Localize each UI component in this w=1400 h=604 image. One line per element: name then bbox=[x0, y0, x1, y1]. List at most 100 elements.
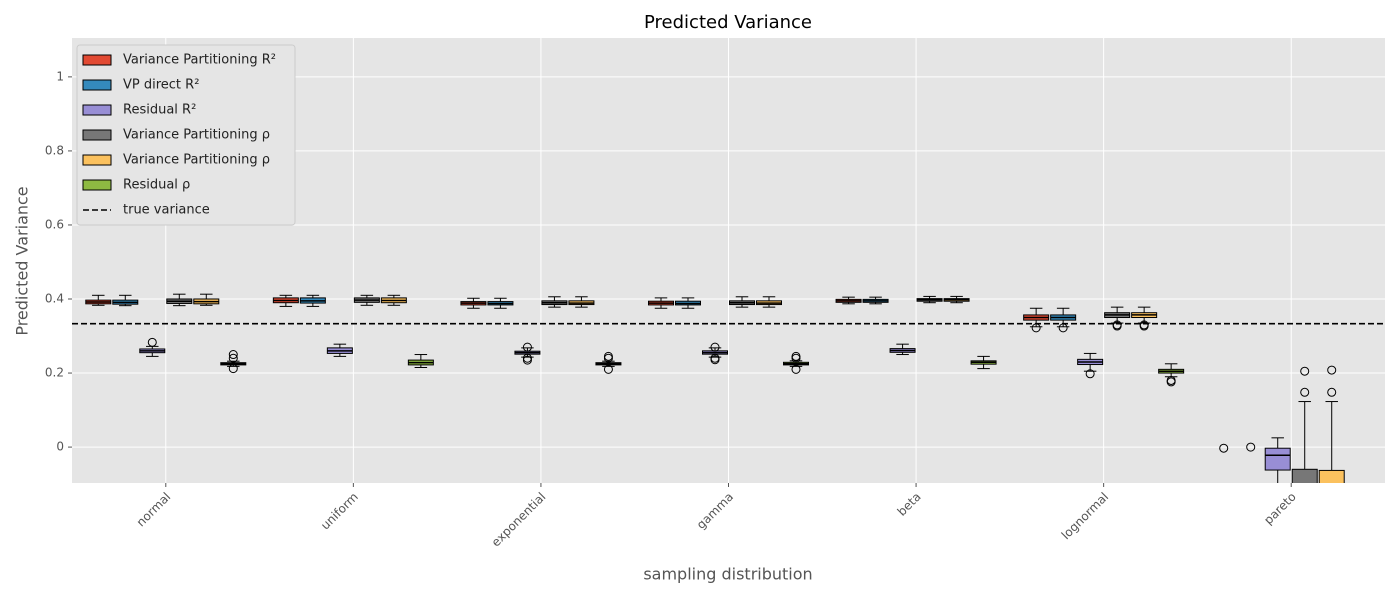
box-group bbox=[272, 294, 299, 307]
x-tick-label: beta bbox=[895, 490, 924, 519]
legend-label: true variance bbox=[123, 203, 210, 218]
box-group bbox=[783, 351, 809, 374]
flier bbox=[1327, 365, 1337, 375]
x-tick-label: lognormal bbox=[1059, 490, 1112, 543]
y-tick-label: 0 bbox=[56, 440, 64, 454]
flier bbox=[603, 364, 613, 374]
y-tick-label: 1 bbox=[56, 69, 64, 83]
legend-swatch bbox=[82, 179, 112, 191]
legend-swatch bbox=[82, 54, 112, 66]
box bbox=[1264, 447, 1291, 471]
box bbox=[1238, 521, 1263, 558]
flier bbox=[1085, 369, 1095, 379]
box-group bbox=[702, 342, 728, 365]
flier bbox=[1300, 366, 1310, 376]
box-group bbox=[193, 293, 220, 306]
flier bbox=[710, 342, 720, 352]
legend: Variance Partitioning R² VP direct R² Resi… bbox=[76, 44, 296, 226]
flier bbox=[522, 342, 532, 352]
legend-label: Variance Partitioning ρ bbox=[123, 153, 270, 168]
flier bbox=[1139, 320, 1149, 330]
box-group bbox=[139, 337, 166, 357]
legend-swatch bbox=[82, 129, 112, 141]
box-group bbox=[407, 354, 434, 368]
box-group bbox=[862, 296, 889, 305]
legend-box bbox=[76, 44, 296, 226]
box bbox=[1346, 577, 1371, 600]
flier bbox=[791, 351, 801, 361]
x-tick-label: normal bbox=[134, 490, 174, 530]
flier bbox=[228, 364, 238, 374]
box-group bbox=[166, 293, 193, 307]
y-tick-label: 0.2 bbox=[45, 366, 64, 380]
flier bbox=[228, 353, 238, 363]
x-tick-label: pareto bbox=[1261, 490, 1299, 528]
y-tick-label: 0.6 bbox=[45, 217, 64, 231]
box-group bbox=[85, 294, 112, 306]
flier bbox=[1246, 442, 1256, 452]
flier bbox=[1166, 375, 1176, 385]
box-group bbox=[835, 296, 862, 305]
box-group bbox=[1238, 442, 1263, 558]
flier bbox=[603, 351, 613, 361]
box-group bbox=[595, 351, 622, 374]
box-group bbox=[568, 296, 595, 308]
box-group bbox=[1023, 307, 1050, 333]
box-group bbox=[220, 350, 247, 374]
box-group bbox=[353, 294, 380, 306]
box-group bbox=[943, 295, 970, 304]
box-group bbox=[756, 296, 782, 308]
flier bbox=[1112, 320, 1122, 330]
flier bbox=[791, 364, 801, 374]
box-group bbox=[675, 297, 701, 309]
box bbox=[1211, 521, 1236, 558]
y-tick-label: 0.4 bbox=[45, 292, 64, 306]
legend-swatch bbox=[82, 79, 112, 91]
box bbox=[1291, 468, 1318, 483]
x-tick-label: exponential bbox=[489, 490, 549, 550]
legend-swatch bbox=[82, 154, 112, 166]
box-group bbox=[514, 342, 541, 365]
box bbox=[1318, 469, 1345, 483]
flier bbox=[228, 350, 238, 360]
flier bbox=[522, 353, 532, 363]
legend-label: Residual ρ bbox=[123, 178, 190, 193]
flier bbox=[147, 337, 157, 347]
box-group bbox=[380, 294, 407, 306]
legend-label: Variance Partitioning ρ bbox=[123, 128, 270, 143]
box-group bbox=[729, 296, 755, 308]
box-group bbox=[1346, 558, 1371, 600]
box-group bbox=[1291, 366, 1318, 483]
flier bbox=[1300, 387, 1310, 397]
plot bbox=[72, 293, 1385, 600]
x-axis-label: sampling distribution bbox=[643, 565, 812, 584]
box-group bbox=[1158, 363, 1185, 387]
box-group bbox=[326, 343, 353, 357]
flier bbox=[1219, 443, 1229, 453]
flier bbox=[710, 353, 720, 363]
y-axis-label: Predicted Variance bbox=[13, 186, 32, 335]
flier bbox=[1327, 387, 1337, 397]
box-group bbox=[460, 297, 487, 309]
legend-label: Variance Partitioning R² bbox=[123, 53, 276, 68]
x-tick-label: uniform bbox=[318, 490, 361, 533]
box-group bbox=[648, 297, 674, 309]
box-group bbox=[1318, 365, 1345, 483]
box-group bbox=[970, 355, 997, 370]
x-tick-label: gamma bbox=[694, 490, 736, 532]
box-group bbox=[1050, 307, 1077, 333]
box-group bbox=[1211, 443, 1236, 558]
legend-label: VP direct R² bbox=[123, 78, 199, 93]
box-group bbox=[487, 297, 514, 309]
box-group bbox=[541, 296, 568, 308]
box-group bbox=[916, 295, 943, 304]
y-tick-label: 0.8 bbox=[45, 143, 64, 157]
chart-title: Predicted Variance bbox=[644, 12, 812, 33]
box-group bbox=[1264, 437, 1291, 483]
legend-swatch bbox=[82, 104, 112, 116]
box-group bbox=[1077, 352, 1104, 379]
box-group bbox=[112, 294, 139, 307]
box-group bbox=[299, 294, 326, 307]
legend-label: Residual R² bbox=[123, 103, 196, 118]
